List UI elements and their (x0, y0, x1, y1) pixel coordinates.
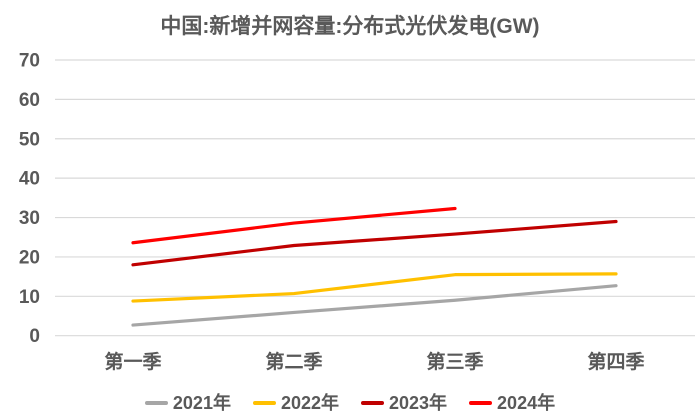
legend-item-2021年: 2021年 (144, 393, 231, 413)
legend-line-swatch (361, 401, 384, 405)
y-axis-tick-label: 50 (19, 129, 40, 150)
y-axis-tick-label: 10 (19, 287, 40, 308)
chart-title: 中国:新增并网容量:分布式光伏发电(GW) (160, 15, 540, 38)
x-axis-tick-label: 第三季 (426, 350, 483, 373)
legend-label: 2021年 (172, 393, 231, 413)
legend-item-2024年: 2024年 (469, 394, 555, 412)
y-axis-tick-label: 0 (29, 326, 40, 347)
series-line-2024年 (131, 206, 457, 245)
legend-line-swatch (252, 401, 276, 405)
y-axis-tick-label: 60 (19, 90, 40, 111)
legend: 2021年 2022年 2023年 2024年 (0, 394, 700, 412)
y-axis-tick-label: 30 (19, 208, 40, 229)
legend-label: 2024年 (497, 393, 556, 413)
y-axis-tick-label: 70 (19, 51, 40, 72)
legend-line-swatch (144, 401, 168, 405)
legend-label: 2023年 (389, 393, 448, 413)
legend-item-2022年: 2022年 (252, 393, 339, 413)
x-axis-tick-label: 第一季 (104, 350, 161, 373)
legend-line-swatch (469, 401, 493, 405)
series-line-2021年 (131, 284, 618, 327)
series-line-2022年 (131, 272, 618, 303)
x-axis-tick-label: 第二季 (265, 350, 322, 373)
series-line-2023年 (131, 219, 618, 267)
y-axis-tick-label: 20 (19, 247, 40, 268)
y-axis-tick-label: 40 (19, 169, 40, 190)
x-axis-tick-label: 第四季 (587, 350, 644, 373)
legend-item-2023年: 2023年 (361, 394, 447, 412)
plot-area: 0 10 20 30 40 50 60 70 第一季 第二季 第三季 第四季 (19, 51, 695, 373)
legend-label: 2022年 (280, 393, 339, 413)
